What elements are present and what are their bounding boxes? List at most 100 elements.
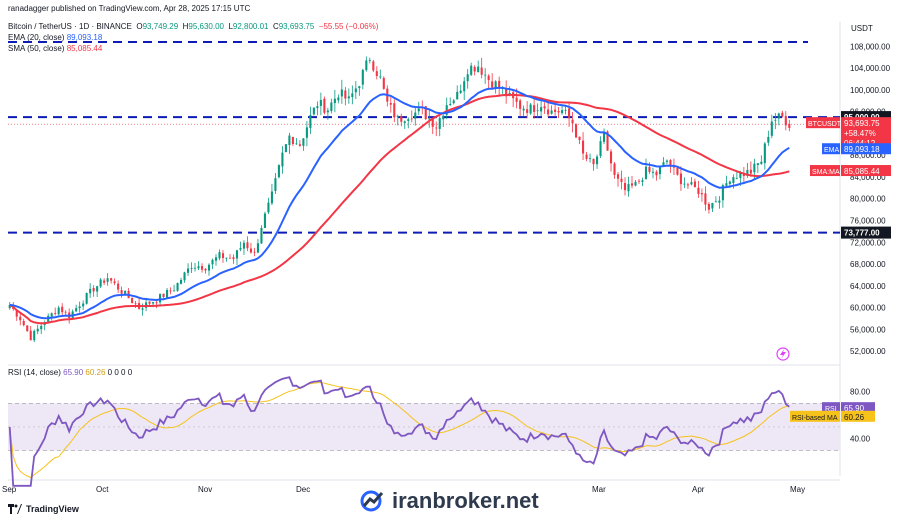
currency-label: USDT [851,24,873,33]
candle-body [260,227,263,244]
candle-body [463,81,466,92]
candle-body [57,307,60,315]
candle-body [770,121,773,136]
rsi-ma-value-tag [841,410,875,422]
candle-body [571,119,574,124]
price-tick-label: 56,000.00 [850,325,886,334]
candle-body [414,112,417,119]
candle-body [8,304,11,309]
iranbroker-watermark: iranbroker.net [360,488,539,514]
lightning-icon [780,349,786,359]
candle-body [732,177,735,183]
candle-body [169,290,172,292]
candle-body [658,167,662,175]
candle-body [700,193,703,195]
ema-value-label: 89,093.18 [844,145,880,154]
candle-body [669,160,672,167]
candle-body [690,182,693,185]
candle-body [61,306,64,313]
sma-50-line [9,93,790,325]
price-tick-label: 80,000.00 [850,195,886,204]
candle-body [323,98,326,113]
candle-body [763,143,766,164]
candle-body [106,278,109,282]
candle-body [711,202,714,209]
candle-body [389,102,392,105]
candle-body [505,88,508,97]
candle-body [564,109,567,111]
price-tick-label: 52,000.00 [850,347,886,356]
last-price-pct: +58.47% [844,129,876,138]
candle-body [749,169,752,174]
candle-body [162,293,165,298]
candle-body [288,135,291,146]
candle-body [445,105,448,115]
candle-body [697,187,700,194]
candle-body [253,251,256,253]
candle-body [568,108,571,119]
candle-body [207,264,211,271]
candle-body [704,193,707,205]
last-symbol-tag [806,117,840,129]
candle-body [438,118,441,129]
candle-body [186,268,190,273]
candle-body [595,156,599,165]
candle-body [470,65,473,75]
time-axis-label: Sep [2,485,17,494]
candle-body [302,138,305,146]
candle-body [190,268,193,269]
candle-body [533,105,536,112]
candle-body [134,303,137,305]
candle-body [354,88,357,93]
candle-body [637,180,641,182]
candle-body [85,293,88,304]
candle-body [211,259,214,265]
candle-body [319,99,322,106]
candle-body [599,141,602,157]
candle-body [92,288,95,292]
candle-body [316,106,319,109]
candle-body [683,183,686,185]
candle-body [36,328,39,332]
candle-body [459,90,462,93]
candle-body [714,201,717,203]
candle-body [249,248,253,253]
candle-body [270,191,273,204]
candle-body [753,163,756,173]
candle-body [110,278,113,281]
candle-body [728,181,731,184]
candle-body [50,313,53,317]
candle-body [707,203,710,210]
rsi-ma-name-tag [790,410,840,422]
candle-body [197,266,200,269]
rsi-value-label: 65.90 [844,404,865,413]
candle-body [616,174,620,179]
candle-body [655,171,658,176]
sma-value-tag [841,165,891,177]
candle-body [141,308,144,310]
candle-body [246,242,249,249]
candle-body [281,152,284,167]
rsi-tick-label: 80.00 [850,388,871,397]
candle-body [291,136,294,145]
time-axis-label: Dec [296,485,310,494]
price-tick-label: 108,000.00 [850,42,891,51]
candle-body [120,290,123,294]
candle-body [756,163,759,166]
candle-body [627,183,630,192]
symbol-line: Bitcoin / TetherUS · 1D · BINANCE O93,74… [8,22,379,31]
candle-body [494,81,497,88]
candle-body [365,60,368,71]
candle-body [78,306,81,309]
candle-body [330,102,333,112]
candle-body [609,151,613,164]
candle-body [718,200,721,203]
rsi-name-tag [822,402,840,414]
candle-body [400,115,403,122]
sma-value-label: 85,085.44 [844,167,880,176]
candle-body [623,182,627,191]
candle-body [428,118,431,120]
candle-body [585,154,588,159]
candle-body [166,289,169,298]
